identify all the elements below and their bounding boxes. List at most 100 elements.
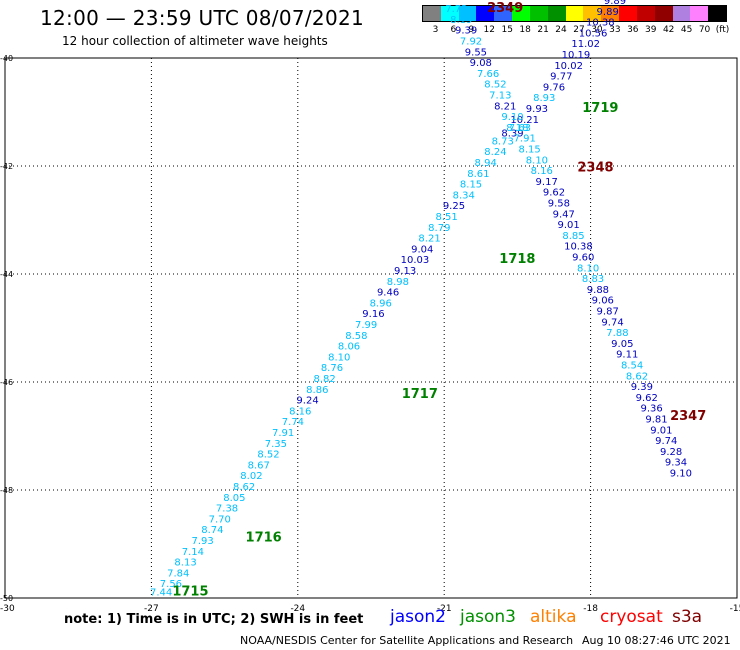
- wave-height-value: 9.05: [611, 339, 633, 350]
- wave-height-value: 9.47: [553, 209, 575, 220]
- wave-height-value: 9.93: [526, 104, 548, 115]
- legend-label: (ft): [715, 25, 730, 35]
- legend-label: 42: [662, 25, 675, 35]
- wave-height-value: 8.94: [475, 158, 497, 169]
- track-time-label: 2347: [670, 409, 706, 424]
- wave-height-value: 7.91: [272, 428, 294, 439]
- wave-height-value: 9.88: [587, 285, 609, 296]
- x-tick-label: -24: [290, 604, 305, 614]
- wave-height-value: 8.54: [621, 361, 643, 372]
- wave-height-value: 9.24: [296, 396, 318, 407]
- wave-height-value: 9.89: [604, 0, 626, 7]
- wave-height-value: 9.28: [660, 447, 682, 458]
- wave-height-value: 9.81: [645, 415, 667, 426]
- wave-height-value: 9.36: [640, 404, 662, 415]
- wave-height-value: 8.86: [306, 385, 328, 396]
- legend-label: 30: [591, 25, 603, 35]
- wave-height-value: 8.61: [467, 169, 489, 180]
- wave-height-value: 8.93: [533, 93, 555, 104]
- wave-height-value: 9.34: [665, 458, 687, 469]
- wave-height-value: 7.93: [192, 536, 214, 547]
- legend-label: 24: [555, 25, 567, 35]
- wave-height-value: 9.25: [443, 201, 465, 212]
- credit-text: NOAA/NESDIS Center for Satellite Applica…: [240, 634, 574, 647]
- track-time-label: 1717: [402, 387, 438, 402]
- wave-height-value: 8.05: [223, 493, 245, 504]
- wave-height-value: 8.62: [233, 482, 255, 493]
- legend-swatch: [547, 6, 566, 21]
- wave-height-value: 8.15: [460, 180, 482, 191]
- wave-height-value: 7.72: [445, 4, 467, 15]
- track-time-label: 2348: [577, 160, 613, 175]
- legend-swatch: [440, 6, 459, 21]
- x-tick-label: -15: [730, 604, 740, 614]
- satellite-altika: altika: [530, 607, 577, 627]
- wave-height-value: 9.01: [558, 220, 580, 231]
- wave-height-value: 9.10: [501, 112, 523, 123]
- wave-height-value: 9.46: [377, 288, 399, 299]
- wave-height-value: 9.74: [601, 317, 623, 328]
- legend-label: 27: [573, 25, 585, 35]
- wave-height-value: 8.19: [450, 15, 472, 26]
- wave-height-value: 8.39: [501, 128, 523, 139]
- legend-swatch: [601, 6, 620, 21]
- x-tick-label: -18: [583, 604, 598, 614]
- legend-label: 3: [432, 25, 439, 35]
- wave-height-value: 9.87: [597, 307, 619, 318]
- y-tick-label: -44: [0, 270, 13, 279]
- page-subtitle: 12 hour collection of altimeter wave hei…: [62, 34, 328, 48]
- wave-height-value: 8.16: [289, 406, 311, 417]
- wave-height-value: 10.21: [510, 115, 539, 126]
- wave-height-value: 8.74: [201, 525, 223, 536]
- legend-swatch: [654, 6, 673, 21]
- wave-height-value: 9.13: [394, 266, 416, 277]
- color-scale-legend: 3 6 9 12 15 18 21 24 27 30 33 36 39 42 45 70 (ft): [422, 5, 730, 39]
- wave-height-value: 8.52: [484, 80, 506, 91]
- track-time-label: 1719: [582, 101, 618, 116]
- y-tick-label: -48: [0, 486, 13, 495]
- wave-height-value: 8.21: [494, 101, 516, 112]
- x-tick-label: -27: [144, 604, 159, 614]
- x-tick-label: -21: [437, 604, 452, 614]
- wave-height-value: 8.18: [506, 123, 528, 134]
- legend-label: 45: [680, 25, 693, 35]
- wave-height-value: 9.74: [655, 436, 677, 447]
- legend-swatch: [476, 6, 495, 21]
- wave-height-value: 9.11: [616, 350, 638, 361]
- wave-height-value: 8.21: [418, 234, 440, 245]
- footer-note: note: 1) Time is in UTC; 2) SWH is in fe…: [64, 612, 364, 627]
- plot-frame: [4, 57, 738, 599]
- wave-height-value: 8.79: [428, 223, 450, 234]
- legend-swatch: [494, 6, 513, 21]
- wave-height-value: 7.84: [167, 568, 189, 579]
- wave-height-value: 9.55: [465, 47, 487, 58]
- y-tick-label: -46: [0, 378, 13, 387]
- wave-height-value: 8.58: [345, 331, 367, 342]
- wave-height-value: 7.92: [460, 37, 482, 48]
- wave-height-value: 7.91: [514, 134, 536, 145]
- track-time-label: 1715: [172, 584, 208, 599]
- wave-height-value: 10.56: [579, 28, 608, 39]
- wave-height-value: 8.76: [321, 363, 343, 374]
- wave-height-value: 8.34: [453, 190, 475, 201]
- legend-swatch: [636, 6, 655, 21]
- wave-height-value: 11.02: [571, 39, 600, 50]
- legend-swatch: [690, 6, 709, 21]
- wave-height-value: 8.67: [248, 460, 270, 471]
- track-time-label: 1716: [246, 530, 282, 545]
- wave-height-value: 8.24: [484, 147, 506, 158]
- wave-height-value: 9.39: [455, 26, 477, 37]
- track-time-label: 1718: [499, 252, 535, 267]
- wave-height-value: 7.38: [216, 504, 238, 515]
- wave-height-value: 7.74: [282, 417, 304, 428]
- wave-height-value: 9.76: [543, 82, 565, 93]
- wave-height-value: 7.66: [477, 69, 499, 80]
- legend-label: 9: [468, 25, 475, 35]
- satellite-cryosat: cryosat: [600, 607, 663, 627]
- wave-height-value: 8.51: [436, 212, 458, 223]
- wave-height-value: 7.44: [150, 587, 172, 598]
- legend-swatch: [708, 6, 727, 21]
- wave-height-value: 8.10: [526, 155, 548, 166]
- wave-height-value: 10.03: [401, 255, 430, 266]
- legend-label: 33: [609, 25, 621, 35]
